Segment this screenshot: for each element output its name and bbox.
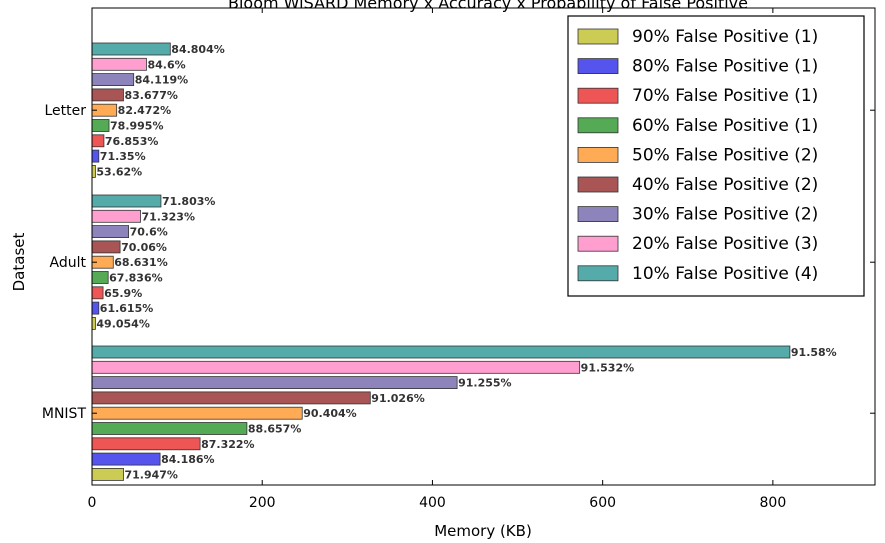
- x-tick-label: 800: [760, 495, 787, 511]
- bars-group: [91, 42, 791, 481]
- plot-frame: [91, 7, 876, 486]
- bar-adult-2: [91, 301, 100, 315]
- bar-value-label: 53.62%: [96, 165, 142, 178]
- bar-value-label: 91.532%: [581, 361, 634, 374]
- bar-value-label: 78.995%: [110, 120, 163, 133]
- legend-swatch: [577, 146, 619, 163]
- legend-swatch: [577, 235, 619, 252]
- legend-entry: 40% False Positive (2): [632, 175, 818, 195]
- bar-mnist-9: [91, 345, 791, 359]
- legend-entry: 60% False Positive (1): [632, 116, 818, 136]
- bar-mnist-3: [91, 437, 201, 451]
- x-tick-label: 0: [88, 495, 97, 511]
- bar-value-label: 76.853%: [105, 135, 158, 148]
- bar-mnist-7: [91, 376, 458, 390]
- bar-value-label: 49.054%: [96, 317, 149, 330]
- y-tick-label-mnist: MNIST: [42, 406, 87, 422]
- bar-letter-7: [91, 73, 135, 86]
- bar-value-label: 68.631%: [114, 256, 167, 269]
- bar-value-label: 88.657%: [248, 423, 301, 436]
- bar-mnist-1: [91, 467, 124, 481]
- bar-letter-4: [91, 119, 110, 132]
- bar-mnist-4: [91, 422, 248, 435]
- legend-entry: 30% False Positive (2): [632, 205, 818, 225]
- bar-mnist-5: [91, 406, 303, 420]
- bar-letter-3: [91, 134, 105, 148]
- y-tick-label-adult: Adult: [50, 255, 87, 271]
- bar-adult-8: [91, 209, 141, 223]
- bar-value-label: 91.026%: [371, 392, 424, 405]
- bar-value-label: 70.6%: [130, 226, 168, 239]
- bar-value-label: 91.255%: [458, 377, 511, 390]
- bar-value-label: 90.404%: [303, 407, 356, 420]
- bar-value-label: 84.186%: [161, 453, 214, 466]
- bar-adult-4: [91, 271, 109, 284]
- y-tick-label-letter: Letter: [44, 103, 86, 119]
- bar-value-label: 91.58%: [791, 346, 837, 359]
- y-axis-label: Dataset: [10, 233, 28, 292]
- x-tick-label: 600: [589, 495, 616, 511]
- legend-entry: 90% False Positive (1): [632, 27, 818, 47]
- bar-letter-1: [91, 164, 96, 178]
- bar-letter-9: [91, 42, 171, 56]
- legend-entry: 50% False Positive (2): [632, 145, 818, 165]
- bar-mnist-8: [91, 360, 581, 374]
- legend-swatch: [577, 58, 619, 74]
- legend-swatch: [577, 176, 619, 193]
- bar-adult-6: [91, 240, 121, 254]
- bar-value-label: 82.472%: [118, 104, 171, 117]
- bar-value-label: 71.323%: [142, 210, 195, 223]
- x-tick-label: 200: [249, 495, 276, 511]
- bar-adult-7: [91, 225, 129, 239]
- bar-letter-8: [91, 57, 147, 71]
- bar-value-label: 71.947%: [124, 468, 177, 481]
- x-axis-label: Memory (KB): [434, 522, 532, 540]
- bar-value-label: 67.836%: [109, 272, 162, 285]
- bar-value-label: 84.6%: [147, 58, 185, 71]
- bar-value-label: 70.06%: [121, 241, 167, 254]
- bar-adult-1: [91, 316, 96, 330]
- bar-labels-group: 53.62% 71.35% 76.853% 78.995% 82.472% 83.677%…: [96, 43, 836, 481]
- bar-value-label: 61.615%: [100, 302, 153, 315]
- legend-entry: 20% False Positive (3): [632, 234, 818, 254]
- bar-mnist-6: [91, 391, 371, 405]
- legend-swatch: [577, 206, 619, 223]
- legend-entry: 10% False Positive (4): [632, 264, 818, 284]
- bar-value-label: 65.9%: [104, 287, 142, 300]
- bar-mnist-2: [91, 452, 161, 466]
- axes-group: 0 200 400 600 800 Letter Adult MNIST: [42, 7, 876, 511]
- bar-adult-3: [91, 286, 104, 300]
- x-tick-label: 400: [419, 495, 446, 511]
- bar-adult-9: [91, 194, 162, 208]
- legend-swatch: [577, 265, 619, 282]
- bar-value-label: 87.322%: [201, 438, 254, 451]
- bar-letter-6: [91, 88, 124, 102]
- legend-entry: 80% False Positive (1): [632, 57, 818, 77]
- bar-value-label: 71.35%: [100, 150, 146, 163]
- bar-value-label: 71.803%: [162, 195, 215, 208]
- bar-letter-2: [91, 149, 100, 163]
- bar-value-label: 84.119%: [135, 74, 188, 87]
- bar-value-label: 84.804%: [171, 43, 224, 56]
- legend: 90% False Positive (1) 80% False Positive…: [567, 15, 865, 297]
- chart-title: Bloom WiSARD Memory x Accuracy x Probabi…: [228, 0, 748, 13]
- bar-value-label: 83.677%: [124, 89, 177, 102]
- legend-swatch: [577, 28, 619, 45]
- legend-swatch: [577, 87, 619, 104]
- legend-swatch: [577, 117, 619, 134]
- legend-entry: 70% False Positive (1): [632, 86, 818, 106]
